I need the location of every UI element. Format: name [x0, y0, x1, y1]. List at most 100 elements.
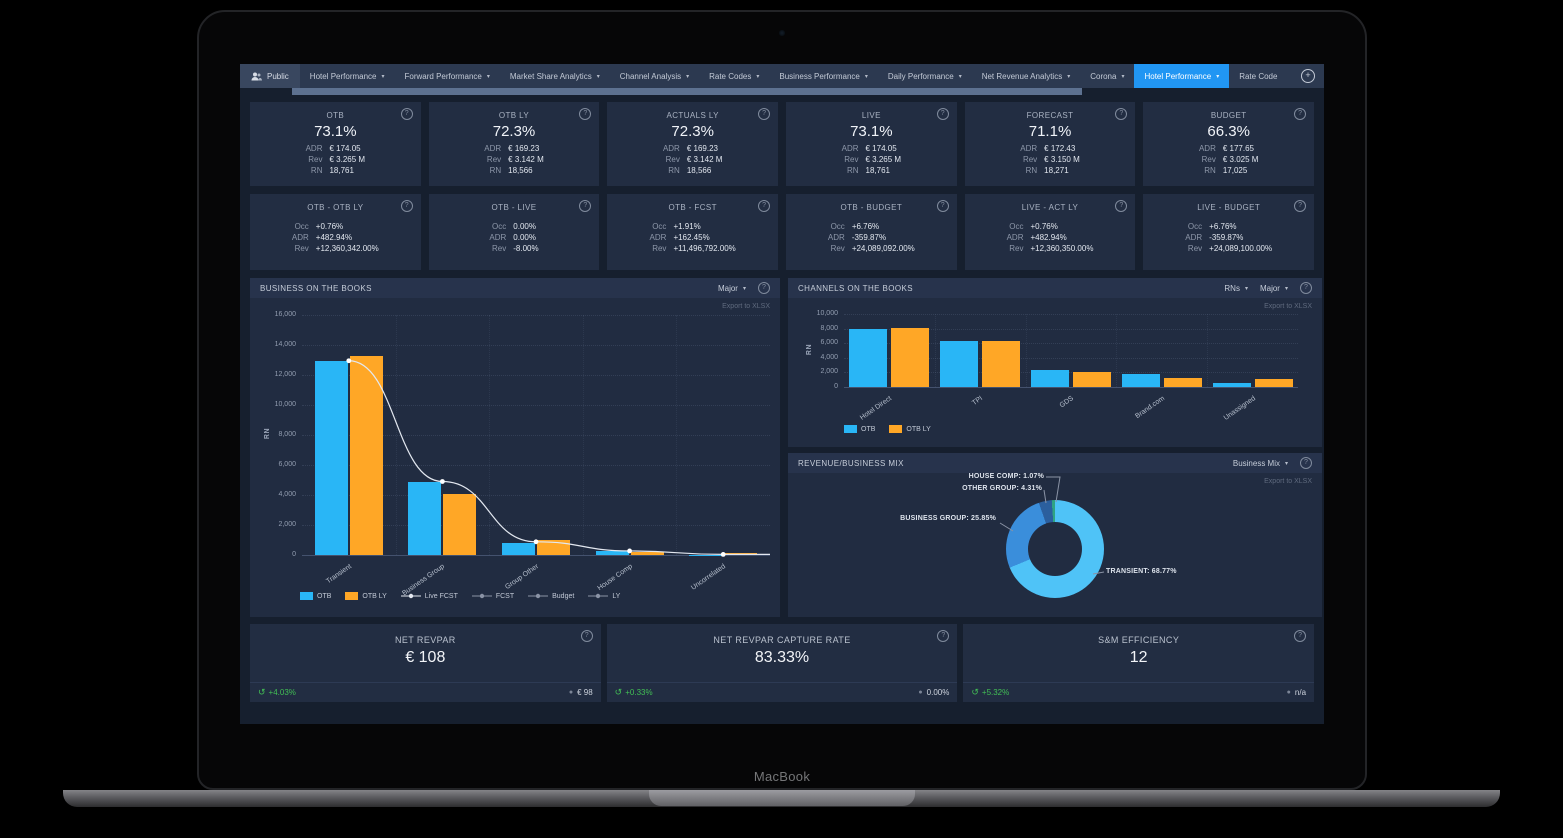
h-gridline: [302, 375, 770, 376]
metric-value: +1.91%: [673, 222, 701, 231]
kpi-card-forecast: FORECAST 71.1% ADR € 172.43 Rev € 3.150 M RN 18…: [964, 102, 1136, 186]
metric-label: Rev: [1187, 244, 1203, 253]
kpi-card-otb-otb-ly: OTB - OTB LY Occ +0.76% ADR +482.94% Rev +12,3…: [250, 194, 421, 270]
help-icon[interactable]: ?: [580, 630, 593, 642]
nav-item-hotel-performance[interactable]: Hotel Performance ▾: [300, 64, 395, 88]
kpi-occupancy-value: 71.1%: [1028, 123, 1072, 140]
metric-label: RN: [489, 166, 502, 175]
cotb-measure-dropdown[interactable]: RNs ▾: [1224, 284, 1248, 293]
bar-otb-tpi: [940, 341, 979, 387]
botb-level-dropdown[interactable]: Major ▾: [718, 284, 746, 293]
kpi-card-live: LIVE 73.1% ADR € 174.05 Rev € 3.265 M RN 18,761…: [786, 102, 957, 186]
delta-text: +4.03%: [268, 688, 296, 697]
help-icon[interactable]: ?: [936, 200, 949, 212]
metric-value: +482.94%: [1030, 233, 1067, 242]
help-icon[interactable]: ?: [1115, 108, 1128, 120]
kpi-occupancy-value: 73.1%: [850, 123, 893, 140]
kpi-card-live-act-ly: LIVE - ACT LY Occ +0.76% ADR +482.94% Rev +12,…: [964, 194, 1136, 270]
help-icon[interactable]: ?: [1300, 457, 1312, 469]
panel-header: REVENUE/BUSINESS MIX Business Mix ▾ ?: [788, 453, 1322, 473]
y-tick-label: 2,000: [278, 521, 296, 528]
donut-label-transient: TRANSIENT: 68.77%: [1106, 568, 1177, 575]
help-icon[interactable]: ?: [1294, 630, 1307, 642]
nav-item-label: Rate Code: [1239, 71, 1278, 81]
h-gridline: [844, 328, 1298, 330]
help-icon[interactable]: ?: [1115, 200, 1128, 212]
help-icon[interactable]: ?: [579, 108, 592, 120]
metric-value: 0.00%: [513, 233, 536, 242]
help-icon[interactable]: ?: [758, 108, 771, 120]
y-tick-label: 0: [834, 383, 838, 390]
metric-card-s-m-efficiency: S&M EFFICIENCY 12? ↺ +5.32% ● n/a: [963, 624, 1315, 702]
nav-item-corona[interactable]: Corona ▾: [1080, 64, 1134, 88]
mix-export-link[interactable]: Export to XLSX: [1264, 478, 1312, 485]
help-icon[interactable]: ?: [400, 108, 413, 120]
chevron-down-icon: ▾: [1284, 460, 1288, 467]
nav-item-public[interactable]: Public: [240, 64, 300, 88]
delta-value: ↺ +5.32%: [971, 687, 1009, 698]
metric-value: € 3.025 M: [1222, 155, 1259, 164]
legend-item-otb: OTB: [844, 425, 875, 433]
metric-label: ADR: [827, 233, 845, 242]
dropdown-value: Business Mix: [1232, 458, 1280, 468]
nav-item-rate-codes[interactable]: Rate Codes ▾: [699, 64, 769, 88]
y-tick-label: 10,000: [274, 401, 296, 408]
legend-item-otb-ly: OTB LY: [889, 425, 931, 433]
cotb-level-dropdown[interactable]: Major ▾: [1260, 284, 1288, 293]
dropdown-value: RNs: [1224, 283, 1240, 293]
botb-export-link[interactable]: Export to XLSX: [722, 303, 770, 310]
metric-value: +24,089,100.00%: [1209, 244, 1273, 253]
bottom-metric-row: NET REVPAR € 108? ↺ +4.03% ● € 98 NET REVPAR C…: [250, 624, 1315, 702]
metric-card-title: S&M EFFICIENCY: [1098, 635, 1180, 645]
nav-item-hotel-performance[interactable]: Hotel Performance ▾: [1134, 64, 1230, 88]
history-icon: ↺: [971, 687, 979, 697]
nav-scrollbar[interactable]: [292, 88, 1082, 95]
help-icon[interactable]: ?: [1300, 282, 1312, 294]
legend-item-otb: OTB: [300, 592, 331, 600]
cotb-export-link[interactable]: Export to XLSX: [1264, 303, 1312, 310]
kpi-occupancy-value: 72.3%: [492, 123, 536, 140]
nav-item-channel-analysis[interactable]: Channel Analysis ▾: [610, 64, 699, 88]
benchmark-text: n/a: [1294, 688, 1307, 697]
nav-item-business-performance[interactable]: Business Performance ▾: [769, 64, 878, 88]
nav-item-market-share-analytics[interactable]: Market Share Analytics ▾: [500, 64, 610, 88]
add-dashboard-button[interactable]: +: [1292, 64, 1324, 88]
help-icon[interactable]: ?: [400, 200, 413, 212]
mix-type-dropdown[interactable]: Business Mix ▾: [1233, 459, 1288, 468]
delta-text: +5.32%: [981, 688, 1010, 697]
legend-item-otb-ly: OTB LY: [345, 592, 387, 600]
chevron-down-icon: ▾: [381, 73, 385, 80]
metric-label: RN: [1025, 166, 1038, 175]
nav-item-net-revenue-analytics[interactable]: Net Revenue Analytics ▾: [972, 64, 1081, 88]
help-icon[interactable]: ?: [758, 282, 770, 294]
nav-item-label: Hotel Performance: [309, 71, 377, 81]
bar-otb-ly-business-group: [443, 493, 477, 555]
nav-item-forward-performance[interactable]: Forward Performance ▾: [395, 64, 500, 88]
metric-value: +0.76%: [1030, 222, 1058, 231]
benchmark-text: € 98: [577, 688, 593, 697]
help-icon[interactable]: ?: [579, 200, 592, 212]
help-icon[interactable]: ?: [936, 108, 949, 120]
help-icon[interactable]: ?: [1294, 108, 1307, 120]
metric-label: Rev: [308, 155, 323, 164]
nav-item-rate-code[interactable]: Rate Code: [1229, 64, 1287, 88]
donut-hole: [1028, 522, 1082, 576]
help-icon[interactable]: ?: [758, 200, 771, 212]
bar-otb-ly-tpi: [982, 341, 1021, 387]
h-gridline: [844, 314, 1298, 315]
legend-item-ly: LY: [588, 592, 620, 600]
h-gridline: [302, 405, 770, 406]
bar-otb-ly-hotel-direct: [891, 327, 930, 387]
help-icon[interactable]: ?: [1294, 200, 1307, 212]
mix-donut-chart: TRANSIENT: 68.77% BUSINESS GROUP: 25.85% O…: [788, 453, 1322, 617]
h-gridline: [302, 345, 770, 346]
line-series-live-fcst: [346, 358, 770, 557]
help-icon[interactable]: ?: [937, 630, 950, 642]
benchmark-value: ● n/a: [1287, 688, 1306, 697]
metric-label: Rev: [486, 155, 502, 164]
metric-value: 18,271: [1044, 166, 1069, 175]
dot-icon: ●: [568, 689, 574, 696]
nav-item-daily-performance[interactable]: Daily Performance ▾: [878, 64, 972, 88]
donut-label-house-comp: HOUSE COMP: 1.07%: [968, 473, 1044, 480]
bar-otb-ly-gds: [1073, 371, 1111, 387]
